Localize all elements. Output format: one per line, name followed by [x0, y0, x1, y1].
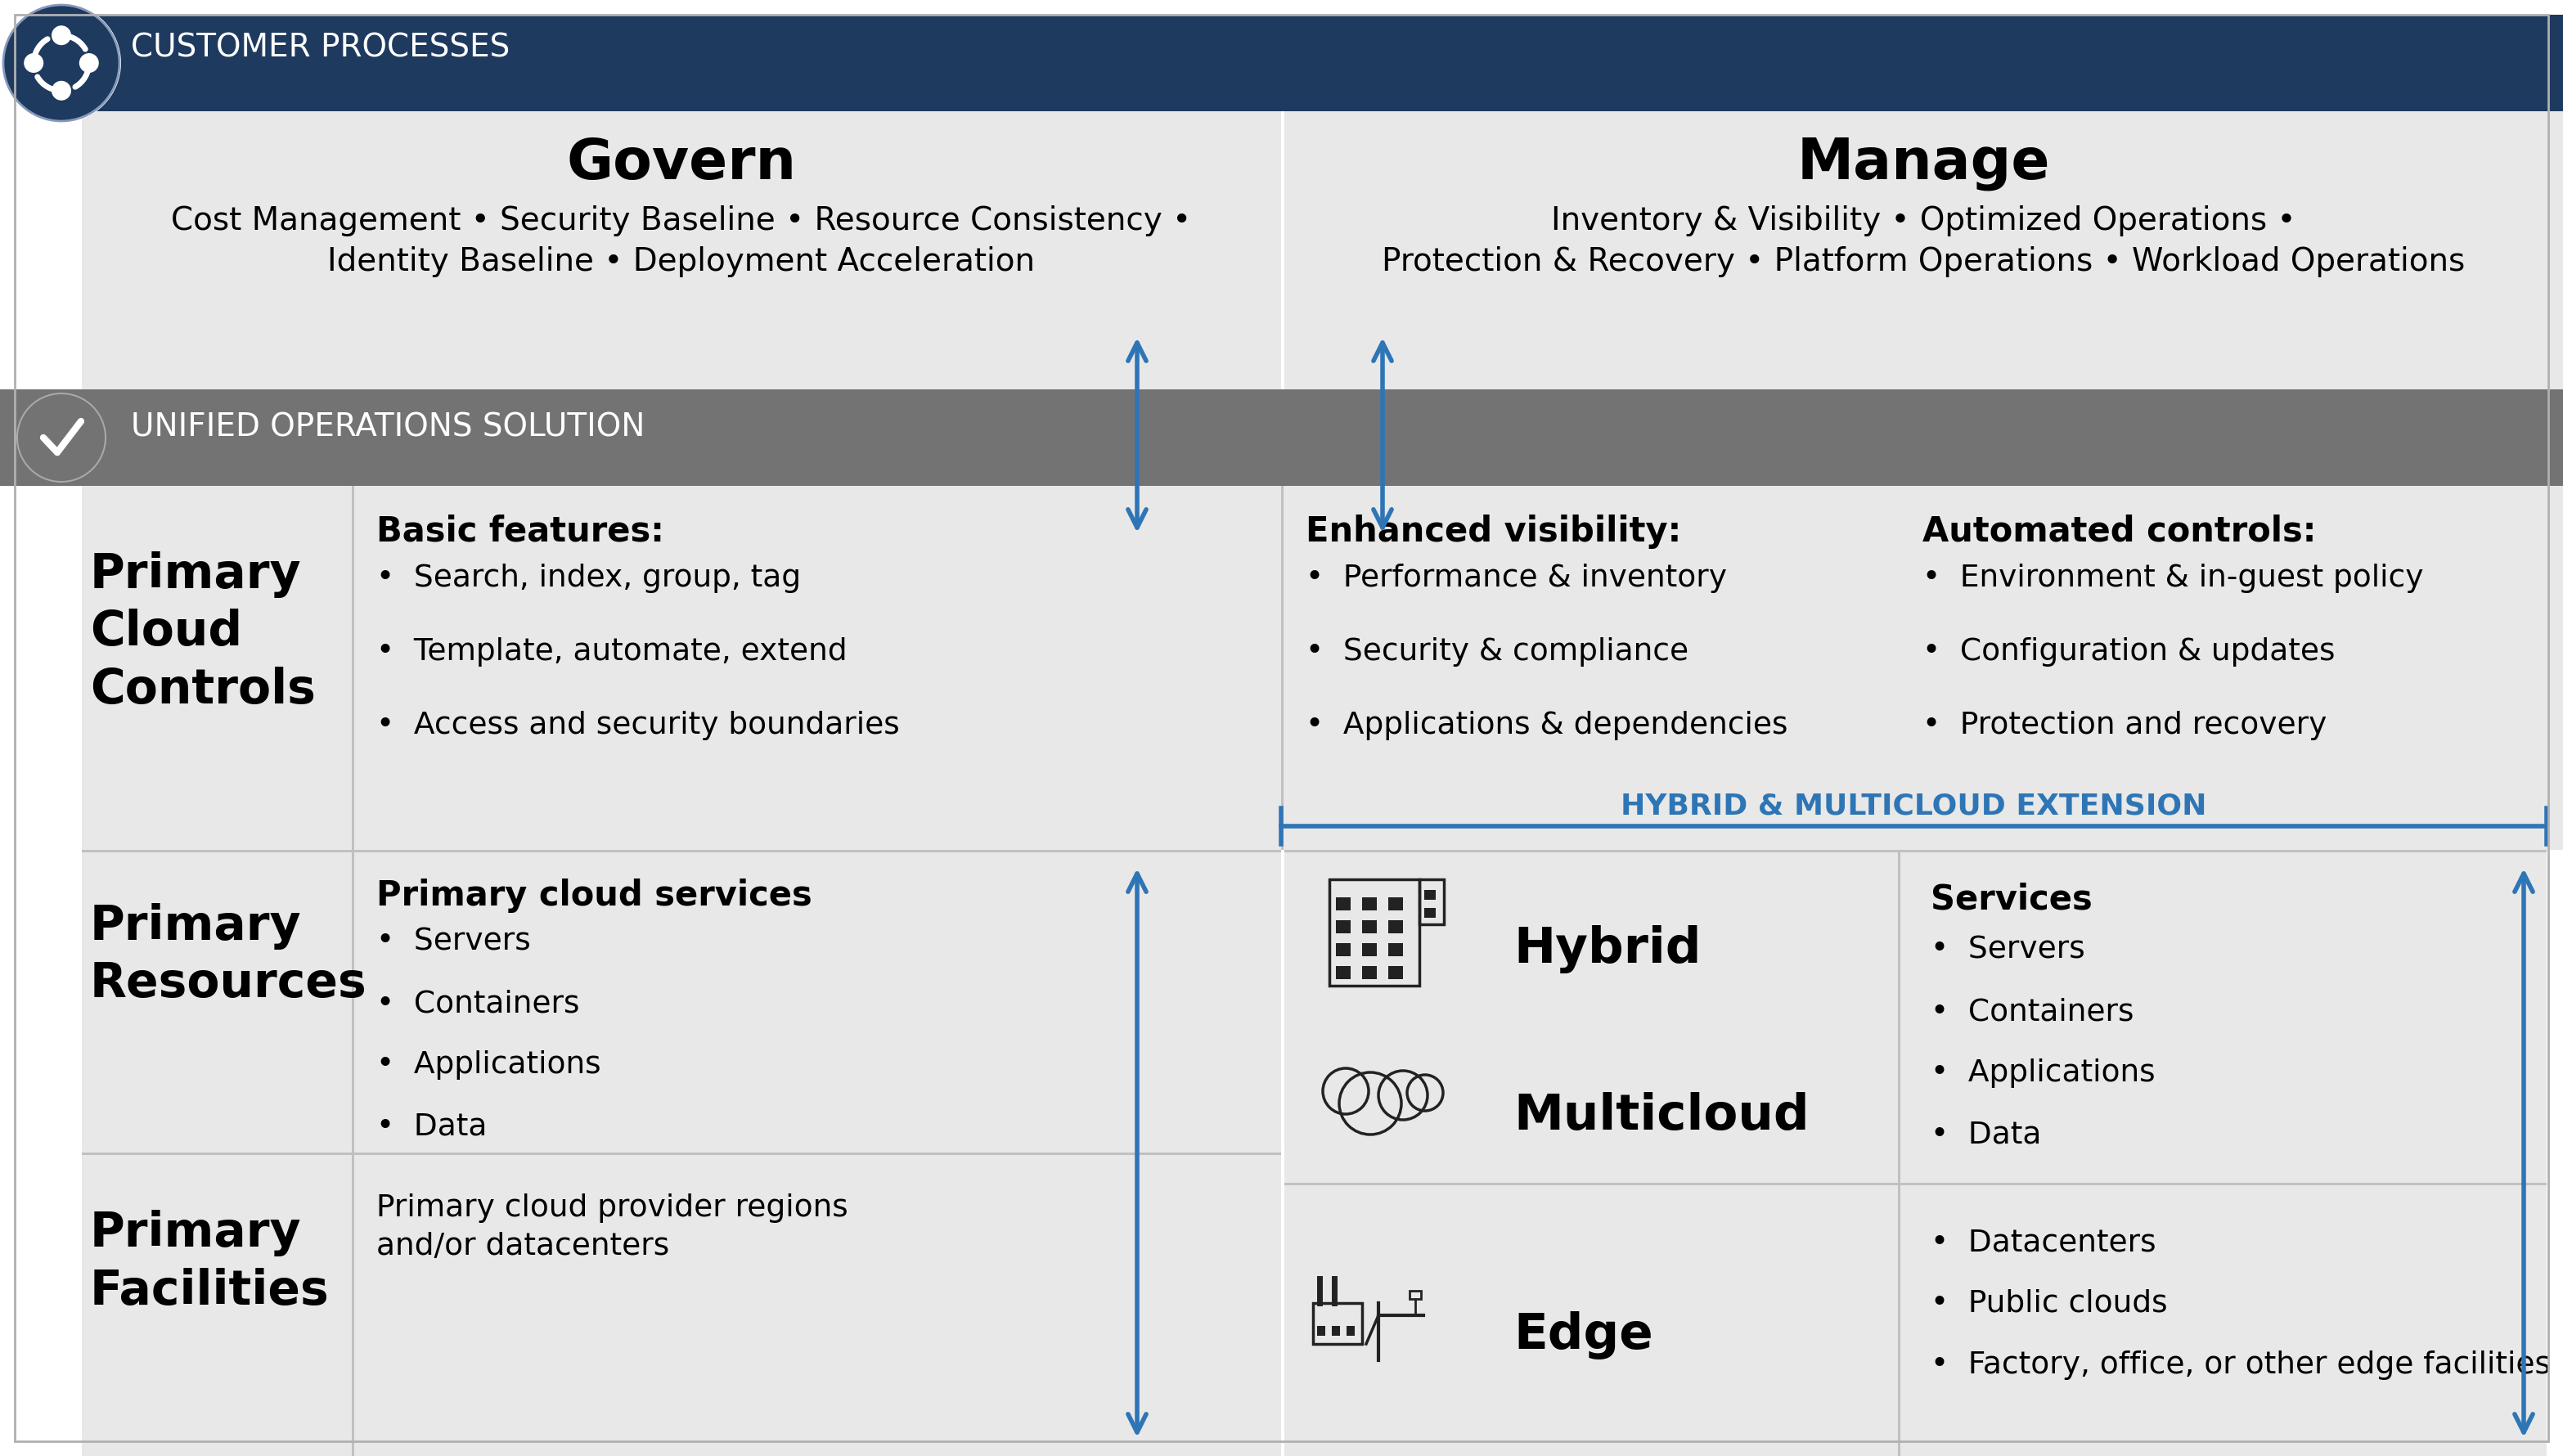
Bar: [1335, 943, 1351, 957]
Bar: [1361, 965, 1376, 978]
Bar: [1420, 879, 1443, 925]
Text: •  Factory, office, or other edge facilities: • Factory, office, or other edge facilit…: [1930, 1351, 2550, 1380]
Text: Enhanced visibility:: Enhanced visibility:: [1305, 514, 1681, 549]
Bar: [1335, 965, 1351, 978]
Text: •  Configuration & updates: • Configuration & updates: [1922, 638, 2335, 667]
Bar: [82, 486, 2563, 850]
Text: •  Public clouds: • Public clouds: [1930, 1289, 2168, 1319]
Bar: [1389, 965, 1402, 978]
Text: Automated controls:: Automated controls:: [1922, 514, 2317, 549]
Bar: [1284, 1182, 2548, 1185]
Text: •  Data: • Data: [1930, 1120, 2040, 1149]
Text: Basic features:: Basic features:: [377, 514, 664, 549]
Bar: [1317, 1326, 1325, 1335]
Text: Identity Baseline • Deployment Acceleration: Identity Baseline • Deployment Accelerat…: [328, 246, 1035, 277]
Text: Primary cloud services: Primary cloud services: [377, 878, 812, 913]
Text: •  Template, automate, extend: • Template, automate, extend: [377, 638, 848, 667]
Text: •  Containers: • Containers: [1930, 997, 2135, 1026]
Text: Govern: Govern: [566, 135, 797, 191]
Text: UNIFIED OPERATIONS SOLUTION: UNIFIED OPERATIONS SOLUTION: [131, 412, 646, 443]
Text: Primary
Resources: Primary Resources: [90, 903, 367, 1008]
Text: Manage: Manage: [1797, 135, 2050, 191]
Bar: [1361, 897, 1376, 910]
Bar: [1361, 943, 1376, 957]
Bar: [1389, 920, 1402, 933]
Bar: [1284, 111, 2563, 389]
Text: •  Applications: • Applications: [1930, 1059, 2155, 1088]
Bar: [1346, 1326, 1356, 1335]
Bar: [82, 1153, 1282, 1456]
Bar: [1330, 879, 1420, 986]
Text: Inventory & Visibility • Optimized Operations •: Inventory & Visibility • Optimized Opera…: [1551, 205, 2296, 236]
Text: CUSTOMER PROCESSES: CUSTOMER PROCESSES: [131, 32, 510, 64]
Bar: [1410, 1291, 1420, 1299]
Text: Multicloud: Multicloud: [1512, 1092, 1809, 1140]
Text: •  Applications: • Applications: [377, 1050, 600, 1080]
Text: •  Access and security boundaries: • Access and security boundaries: [377, 711, 900, 740]
Text: Primary
Cloud
Controls: Primary Cloud Controls: [90, 552, 315, 713]
Circle shape: [23, 54, 44, 73]
Bar: [1425, 890, 1435, 900]
Bar: [1389, 897, 1402, 910]
Text: Edge: Edge: [1512, 1312, 1653, 1360]
Bar: [1389, 943, 1402, 957]
Text: •  Data: • Data: [377, 1111, 487, 1142]
Text: •  Security & compliance: • Security & compliance: [1305, 638, 1689, 667]
Bar: [82, 111, 1282, 389]
Circle shape: [18, 395, 105, 480]
Text: Services: Services: [1930, 882, 2091, 917]
Text: •  Environment & in-guest policy: • Environment & in-guest policy: [1922, 563, 2425, 593]
Bar: [82, 15, 2563, 111]
Bar: [1333, 1326, 1340, 1335]
Text: •  Search, index, group, tag: • Search, index, group, tag: [377, 563, 802, 593]
Bar: [1312, 1303, 1361, 1344]
Text: Hybrid: Hybrid: [1512, 925, 1702, 973]
Text: HYBRID & MULTICLOUD EXTENSION: HYBRID & MULTICLOUD EXTENSION: [1620, 792, 2207, 820]
Text: •  Applications & dependencies: • Applications & dependencies: [1305, 711, 1789, 740]
Bar: [82, 1153, 1282, 1155]
Bar: [1282, 111, 1284, 389]
Bar: [1361, 920, 1376, 933]
Bar: [1284, 850, 2548, 852]
Circle shape: [51, 26, 72, 45]
Text: •  Protection and recovery: • Protection and recovery: [1922, 711, 2327, 740]
Text: Primary cloud provider regions
and/or datacenters: Primary cloud provider regions and/or da…: [377, 1194, 848, 1261]
Text: •  Datacenters: • Datacenters: [1930, 1227, 2155, 1257]
Circle shape: [51, 82, 72, 100]
Text: •  Containers: • Containers: [377, 989, 579, 1018]
Bar: [1425, 909, 1435, 917]
Text: •  Servers: • Servers: [377, 927, 531, 957]
Text: Primary
Facilities: Primary Facilities: [90, 1210, 331, 1315]
Text: •  Servers: • Servers: [1930, 936, 2086, 965]
Bar: [1284, 850, 2548, 1456]
Bar: [82, 850, 1282, 852]
Circle shape: [3, 3, 120, 122]
Bar: [1335, 920, 1351, 933]
Circle shape: [79, 54, 100, 73]
Text: Protection & Recovery • Platform Operations • Workload Operations: Protection & Recovery • Platform Operati…: [1381, 246, 2466, 277]
Text: Cost Management • Security Baseline • Resource Consistency •: Cost Management • Security Baseline • Re…: [172, 205, 1192, 236]
Circle shape: [3, 4, 120, 121]
Bar: [1335, 897, 1351, 910]
Text: •  Performance & inventory: • Performance & inventory: [1305, 563, 1727, 593]
Bar: [82, 850, 1282, 1153]
Circle shape: [15, 393, 105, 482]
Bar: [0, 389, 2563, 486]
